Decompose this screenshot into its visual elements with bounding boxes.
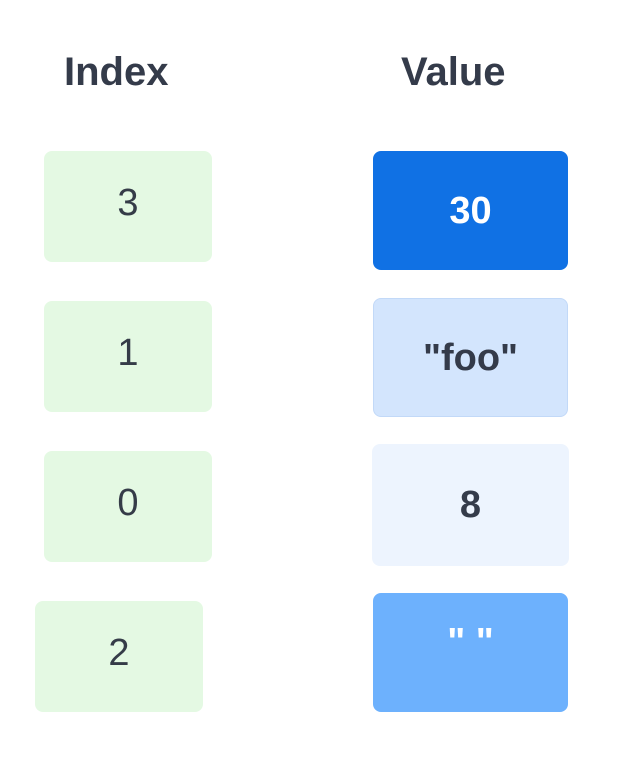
index-cell: 1: [44, 301, 212, 412]
index-cell: 0: [44, 451, 212, 562]
value-cell: " ": [373, 593, 568, 712]
value-cell: "foo": [373, 298, 568, 417]
value-cell: 30: [373, 151, 568, 270]
value-column-header: Value: [401, 50, 506, 94]
value-cell: 8: [372, 444, 569, 566]
index-cell: 2: [35, 601, 203, 712]
index-cell: 3: [44, 151, 212, 262]
index-column-header: Index: [64, 50, 169, 94]
